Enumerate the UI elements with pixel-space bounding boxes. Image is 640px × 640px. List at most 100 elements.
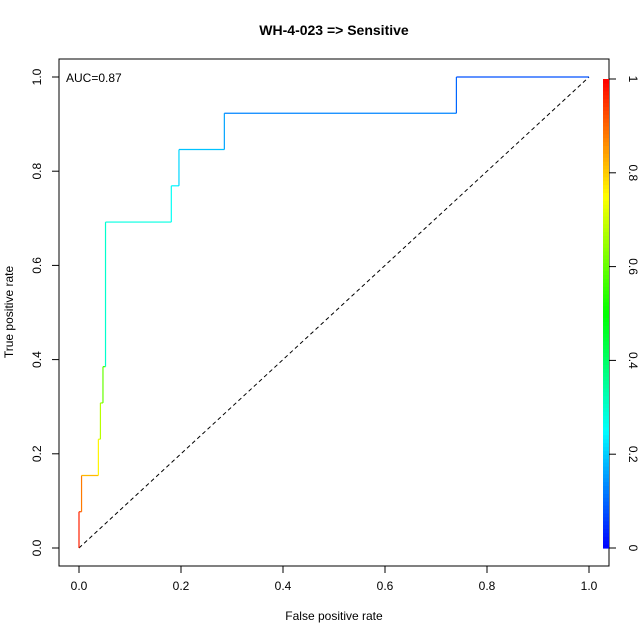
colorbar-band [603,321,609,326]
colorbar-band [603,282,609,287]
colorbar-band [603,380,609,385]
colorbar-band [603,286,609,291]
colorbar-band [603,317,609,322]
colorbar-band [603,407,609,412]
colorbar-band [603,372,609,377]
colorbar-band [603,399,609,404]
colorbar-band [603,204,609,209]
colorbar-band [603,185,609,190]
colorbar-band [603,497,609,502]
colorbar-band [603,493,609,498]
colorbar-band [603,126,609,131]
colorbar-band [603,79,609,84]
colorbar-band [603,392,609,397]
colorbar-band [603,517,609,522]
colorbar-band [603,540,609,545]
colorbar-band [603,278,609,283]
colorbar-band [603,411,609,416]
diagonal-line [79,77,589,548]
colorbar-band [603,231,609,236]
colorbar-band [603,376,609,381]
colorbar-band [603,435,609,440]
colorbar-band [603,415,609,420]
colorbar-band [603,130,609,135]
colorbar-band [603,149,609,154]
colorbar-band [603,384,609,389]
colorbar-band [603,114,609,119]
colorbar-tick-label: 1 [626,76,640,83]
colorbar-band [603,271,609,276]
x-tick-label: 0.0 [71,579,88,593]
colorbar-band [603,470,609,475]
y-tick-label: 0.4 [30,351,44,368]
colorbar-band [603,239,609,244]
x-tick-label: 0.4 [275,579,292,593]
colorbar-band [603,544,609,549]
colorbar-band [603,427,609,432]
colorbar-band [603,165,609,170]
auc-annotation: AUC=0.87 [66,71,122,85]
colorbar-band [603,403,609,408]
colorbar-band [603,505,609,510]
y-tick-label: 0.8 [30,163,44,180]
colorbar-band [603,216,609,221]
colorbar-band [603,536,609,541]
colorbar-band [603,267,609,272]
colorbar-band [603,208,609,213]
colorbar-band [603,329,609,334]
colorbar-band [603,173,609,178]
colorbar-band [603,259,609,264]
colorbar-band [603,489,609,494]
colorbar-band [603,134,609,139]
colorbar-band [603,228,609,233]
colorbar-tick-label: 0.4 [626,352,640,369]
colorbar-band [603,485,609,490]
colorbar-band [603,325,609,330]
colorbar-band [603,466,609,471]
colorbar-band [603,462,609,467]
colorbar-band [603,341,609,346]
colorbar-band [603,102,609,107]
colorbar: 0 0.2 0.4 0.6 0.8 1 [603,76,640,552]
x-axis-label: False positive rate [285,609,383,623]
colorbar-band [603,360,609,365]
colorbar-band [603,138,609,143]
colorbar-band [603,235,609,240]
y-axis-label: True positive rate [2,266,16,359]
colorbar-band [603,333,609,338]
colorbar-band [603,106,609,111]
colorbar-tick-label: 0.8 [626,164,640,181]
colorbar-band [603,177,609,182]
colorbar-band [603,118,609,123]
colorbar-band [603,388,609,393]
y-tick-label: 0.6 [30,257,44,274]
colorbar-band [603,345,609,350]
colorbar-band [603,446,609,451]
colorbar-band [603,513,609,518]
colorbar-band [603,478,609,483]
colorbar-band [603,142,609,147]
colorbar-band [603,161,609,166]
colorbar-band [603,306,609,311]
colorbar-band [603,298,609,303]
colorbar-band [603,110,609,115]
colorbar-band [603,122,609,127]
colorbar-band [603,188,609,193]
colorbar-band [603,454,609,459]
colorbar-band [603,181,609,186]
colorbar-band [603,145,609,150]
colorbar-band [603,458,609,463]
colorbar-band [603,439,609,444]
x-axis: 0.0 0.2 0.4 0.6 0.8 1.0 [71,566,598,593]
colorbar-band [603,353,609,358]
colorbar-band [603,532,609,537]
colorbar-band [603,169,609,174]
colorbar-band [603,255,609,260]
y-tick-label: 1.0 [30,68,44,85]
colorbar-band [603,310,609,315]
colorbar-band [603,364,609,369]
colorbar-tick-label: 0.2 [626,446,640,463]
colorbar-band [603,200,609,205]
colorbar-band [603,431,609,436]
colorbar-band [603,474,609,479]
